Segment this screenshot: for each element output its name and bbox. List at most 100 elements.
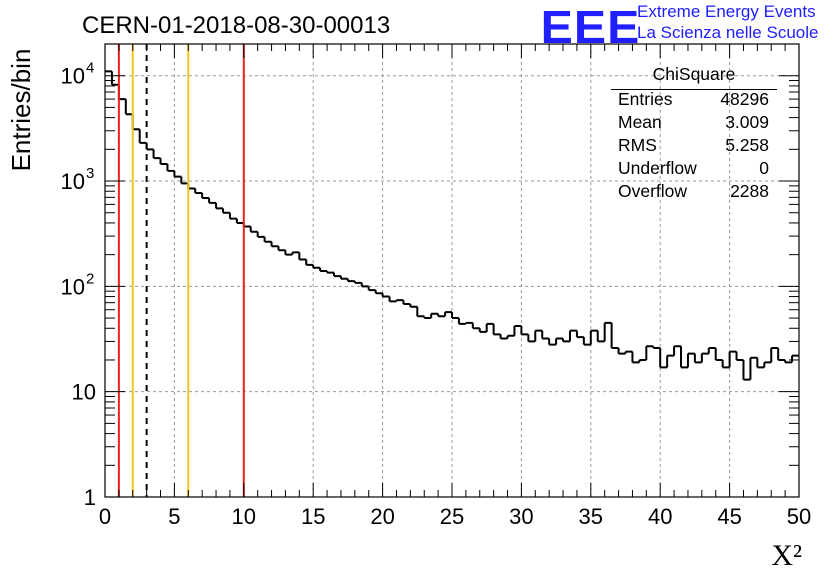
histogram-bin [319, 267, 328, 272]
y-tick-exponent: 4 [86, 60, 94, 77]
histogram-bin [194, 188, 203, 194]
histogram-bin [548, 338, 557, 346]
stats-value: 0 [759, 158, 769, 178]
x-tick-label: 0 [99, 504, 111, 529]
stats-value: 3.009 [725, 112, 769, 132]
histogram-bin [527, 334, 536, 343]
histogram-bin [568, 329, 577, 342]
x-tick-label: 45 [717, 504, 741, 529]
histogram-bin [686, 352, 695, 368]
logo-line-2: La Scienza nelle Scuole [637, 23, 819, 42]
y-tick-label: 10 [72, 380, 96, 405]
y-axis-label: Entries/bin [6, 49, 36, 172]
histogram-bin [159, 158, 168, 166]
histogram-bin [673, 345, 682, 356]
histogram-bin [201, 192, 210, 200]
stats-row: Underflow 0 [611, 157, 777, 180]
histogram-bin [166, 164, 175, 172]
histogram-bin [680, 346, 688, 369]
histogram-bin [291, 251, 300, 255]
axis-ticks [104, 43, 800, 498]
histogram-bin [305, 259, 314, 266]
histogram-bin [714, 347, 723, 361]
histogram-bin [409, 303, 418, 308]
histogram-bars [105, 70, 799, 381]
histogram-bin [270, 241, 279, 248]
histogram-bin [388, 296, 397, 303]
histogram-bin [208, 198, 217, 204]
histogram-bin [756, 357, 765, 369]
histogram-bin [221, 208, 230, 214]
histogram-bin [492, 323, 501, 336]
histogram-bin [596, 330, 605, 343]
histogram-bin [235, 218, 244, 224]
histogram-bin [360, 282, 369, 288]
histogram-bin [346, 278, 355, 283]
histogram-bin [381, 293, 390, 298]
histogram-bin [624, 350, 633, 354]
histogram-bin [666, 354, 675, 368]
stats-label: Entries [618, 89, 673, 109]
histogram-bin [777, 347, 786, 361]
histogram-bin [298, 252, 307, 261]
histogram-bin [326, 270, 335, 274]
histogram-bin [693, 353, 702, 364]
histogram-bin [228, 212, 237, 220]
grid-lines [105, 44, 799, 497]
histogram-bin [284, 250, 293, 256]
marker-lines [117, 44, 245, 497]
histogram-bin [520, 326, 529, 336]
histogram-bin [784, 359, 793, 364]
histogram-bin [638, 358, 647, 363]
stats-rows: Entries 48296 Mean 3.009 RMS 5.258 Underflow 0 O… [611, 88, 777, 203]
histogram-bin [562, 338, 570, 343]
histogram-bin [367, 286, 376, 292]
histogram-bin [617, 347, 626, 355]
histogram-bin [333, 272, 341, 278]
y-tick-label: 10 [61, 274, 85, 299]
x-axis-label: X² [771, 539, 802, 572]
stats-label: RMS [618, 135, 657, 155]
histogram-bin [152, 149, 161, 160]
x-tick-label: 20 [370, 504, 394, 529]
plot-title: CERN-01-2018-08-30-00013 [82, 12, 391, 39]
histogram-bin [339, 276, 348, 280]
histogram-bin [707, 346, 716, 354]
stats-row: Mean 3.009 [611, 111, 777, 134]
x-tick-label: 15 [301, 504, 325, 529]
x-tick-labels: 0 5 10 15 20 25 30 35 40 45 50 [99, 504, 811, 529]
histogram-bin [145, 142, 154, 151]
x-tick-label: 25 [440, 504, 464, 529]
histogram-bin [464, 321, 473, 324]
eee-logo-mark: EEE [540, 1, 641, 53]
histogram-bin [582, 337, 591, 346]
histogram-bin [499, 334, 508, 340]
histogram-bin [742, 359, 751, 381]
histogram-bin [770, 346, 779, 363]
stats-title: ChiSquare [652, 64, 736, 84]
histogram-bin [277, 246, 286, 252]
logo-line-1: Extreme Energy Events [637, 2, 816, 21]
histogram-bin [430, 312, 439, 319]
x-tick-label: 35 [579, 504, 603, 529]
histogram-bin [124, 99, 133, 116]
histogram-bin [659, 347, 668, 369]
histogram-bin [437, 313, 446, 318]
stats-box: ChiSquare Entries 48296 Mean 3.009 RMS 5.258 U… [611, 64, 777, 203]
stats-row: RMS 5.258 [611, 134, 777, 157]
histogram-bin [117, 84, 126, 101]
histogram-bin [173, 170, 182, 178]
histogram-bin [763, 361, 772, 368]
histogram-bin [451, 312, 459, 320]
histogram-bin [215, 202, 223, 210]
histogram-bin [555, 337, 564, 345]
histogram-bin [444, 311, 452, 317]
histogram-bin [513, 325, 522, 336]
histogram-bin [423, 316, 432, 320]
stats-label: Overflow [618, 181, 688, 201]
stats-row: Entries 48296 [611, 88, 777, 111]
histogram-bin [610, 322, 619, 349]
histogram-bin [180, 176, 189, 185]
y-tick-label: 10 [61, 169, 85, 194]
stats-row: Overflow 2288 [611, 180, 777, 203]
